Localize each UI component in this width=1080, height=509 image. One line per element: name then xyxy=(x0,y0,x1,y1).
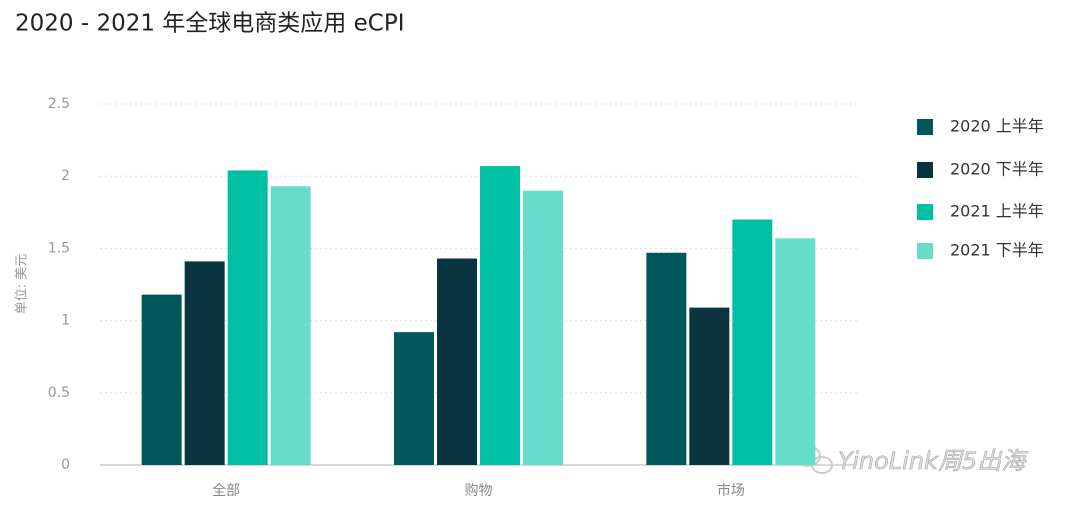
bar xyxy=(437,258,477,465)
bar xyxy=(394,332,434,465)
legend-label: 2021 下半年 xyxy=(950,241,1044,260)
watermark: YinoLink周5出海 xyxy=(838,447,1028,475)
bar xyxy=(523,190,563,465)
bar xyxy=(141,294,182,465)
x-tick-label: 全部 xyxy=(212,482,240,499)
bar xyxy=(227,170,268,465)
x-tick-label: 市场 xyxy=(717,482,745,499)
bar xyxy=(270,186,311,466)
legend-label: 2021 上半年 xyxy=(950,202,1044,221)
legend-swatch xyxy=(917,119,933,135)
legend-swatch xyxy=(917,204,933,220)
bar xyxy=(775,238,816,465)
chart-title: 2020 - 2021 年全球电商类应用 eCPI xyxy=(15,11,404,37)
bar xyxy=(689,307,730,465)
legend-label: 2020 下半年 xyxy=(950,160,1044,179)
x-tick-label: 购物 xyxy=(465,483,493,499)
legend-label: 2020 上半年 xyxy=(950,117,1044,136)
y-tick-label: 1 xyxy=(61,313,70,329)
bar xyxy=(732,219,773,465)
y-tick-label: 1.5 xyxy=(48,240,70,256)
bar xyxy=(480,166,520,466)
y-tick-label: 2.5 xyxy=(48,96,70,112)
y-tick-label: 0.5 xyxy=(48,385,70,401)
legend-swatch xyxy=(917,162,933,178)
legend-swatch xyxy=(917,243,933,259)
bar xyxy=(646,252,687,465)
bar xyxy=(184,261,225,465)
y-tick-label: 2 xyxy=(61,168,70,184)
y-axis-label: 单位: 美元 xyxy=(15,254,30,315)
y-tick-label: 0 xyxy=(61,457,70,473)
